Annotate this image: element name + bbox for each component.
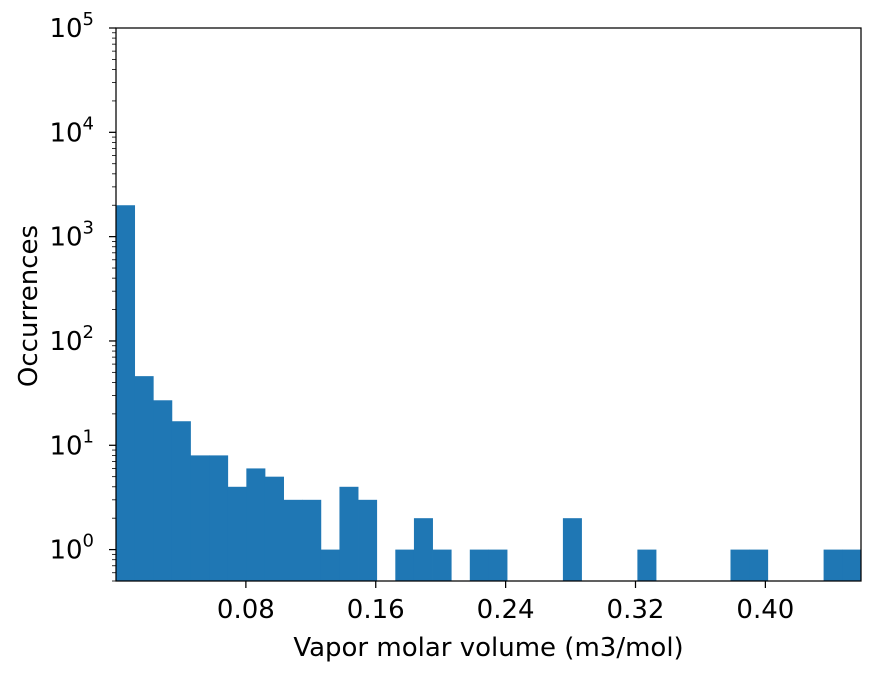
histogram-bar [116, 205, 136, 582]
y-tick-label: 101 [49, 426, 94, 461]
y-axis-label: Occurrences [14, 225, 44, 387]
y-tick-label: 100 [49, 531, 94, 566]
histogram-bar [171, 421, 191, 581]
histogram-bar [246, 468, 266, 581]
histogram-bar [469, 549, 489, 581]
histogram-bar [302, 499, 322, 581]
histogram-bar [209, 455, 229, 581]
histogram-bars [116, 205, 862, 582]
x-tick-label: 0.40 [736, 595, 794, 625]
histogram-bar [488, 549, 508, 581]
x-tick-label: 0.32 [607, 595, 665, 625]
y-minor-ticks [112, 32, 116, 582]
histogram-bar [730, 549, 750, 581]
x-tick-label: 0.08 [217, 595, 275, 625]
histogram-bar [562, 518, 582, 581]
histogram-bar [339, 486, 359, 581]
y-tick-label: 105 [49, 9, 94, 44]
plot-frame [115, 27, 862, 582]
histogram-bar [153, 400, 173, 581]
x-tick-label: 0.16 [347, 595, 405, 625]
histogram-bar [413, 518, 433, 581]
y-tick-label: 104 [49, 113, 94, 148]
histogram-bar [823, 549, 843, 581]
histogram-bar [134, 376, 154, 581]
histogram-bar [637, 549, 657, 581]
y-tick-label: 102 [49, 322, 94, 357]
histogram-bar [227, 486, 247, 581]
histogram-bar [432, 549, 452, 581]
x-tick-label: 0.24 [477, 595, 535, 625]
y-axis-ticks: 100 101 102 103 104 105 [49, 9, 116, 566]
histogram-bar [264, 476, 284, 581]
y-tick-label: 103 [49, 218, 94, 253]
histogram-bar [395, 549, 415, 581]
histogram-bar [358, 499, 378, 581]
histogram-bar [842, 549, 862, 581]
x-axis-ticks: 0.08 0.16 0.24 0.32 0.40 [217, 581, 794, 625]
x-axis-label: Vapor molar volume (m3/mol) [293, 633, 683, 663]
histogram-bar [320, 549, 340, 581]
histogram-bar [190, 455, 210, 581]
histogram-bar [749, 549, 769, 581]
histogram-bar [283, 499, 303, 581]
